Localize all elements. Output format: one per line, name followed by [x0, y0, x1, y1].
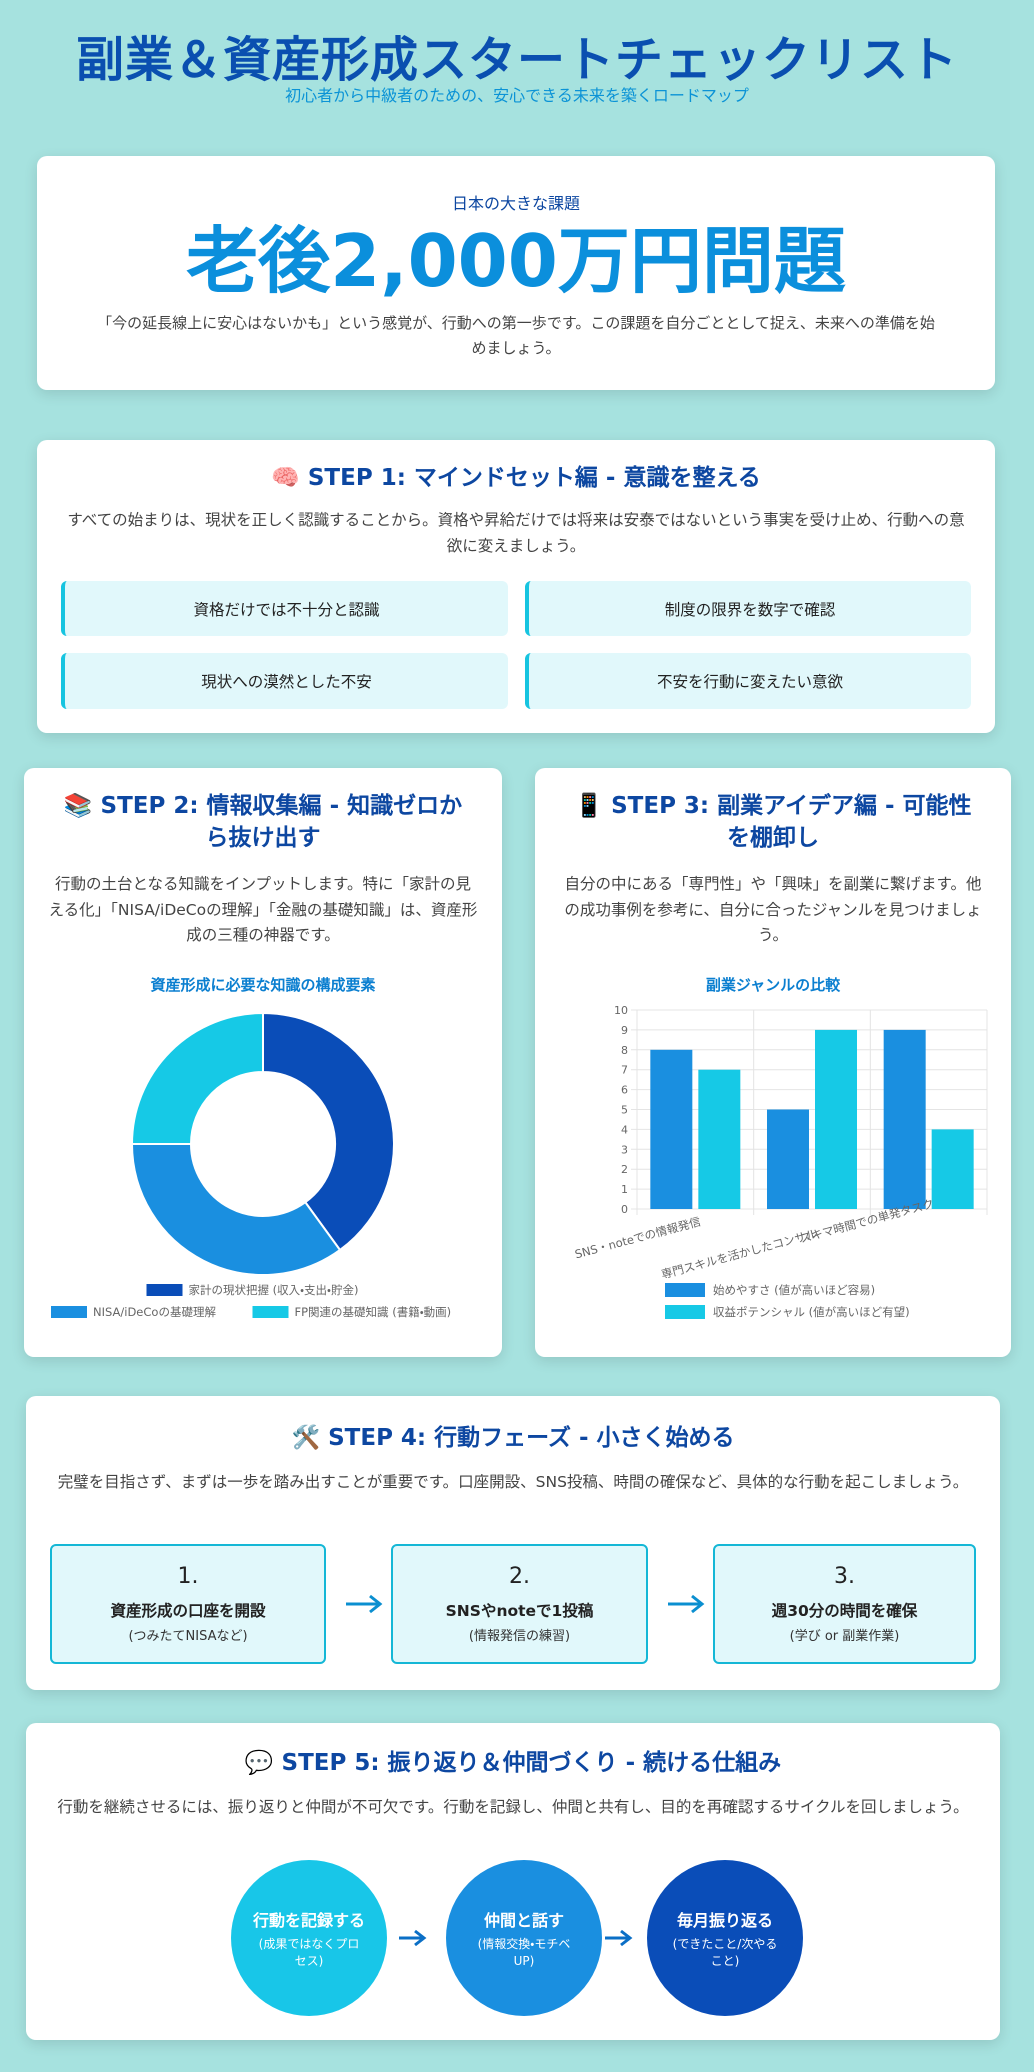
legend-label: FP関連の基礎知識 (書籍・動画) [295, 1305, 452, 1319]
legend-label: 始めやすさ (値が高いほど容易) [713, 1283, 875, 1297]
chart-title: 資産形成に必要な知識の構成要素 [150, 976, 375, 994]
doughnut-chart: 資産形成に必要な知識の構成要素 家計の現状把握 (収入・支出・貯金) NISA/i… [51, 976, 452, 1319]
step4-card: 🛠️ STEP 4: 行動フェーズ - 小さく始める 完璧を目指さず、まずは一歩… [26, 1396, 1000, 1690]
action-number: 1. [177, 1564, 199, 1589]
bar-chart: 副業ジャンルの比較 0 1 2 3 4 5 6 7 8 9 10 SNS・noteでの情報発信専門スキ… [573, 976, 988, 1319]
hero-kicker: 日本の大きな課題 [451, 194, 580, 213]
y-tick-label: 9 [621, 1024, 628, 1037]
step1-text: すべての始まりは、現状を正しく認識することから。資格や昇給だけでは将来は安泰では… [67, 511, 965, 555]
cycle-note: (情報交換・モチベUP) [477, 1937, 571, 1968]
legend-swatch [51, 1306, 87, 1318]
cycle-step: 仲間と話す (情報交換・モチベUP) [446, 1860, 602, 2016]
arrow [668, 1594, 705, 1614]
page-title: 副業＆資産形成スタートチェックリスト [75, 32, 958, 88]
x-tick-label: SNS・noteでの情報発信 [573, 1214, 702, 1261]
y-tick-label: 6 [621, 1084, 628, 1097]
y-tick-label: 4 [621, 1123, 628, 1136]
hero-headline: 老後2,000万円問題 [186, 219, 846, 303]
y-tick-label: 2 [621, 1163, 628, 1176]
step4-text: 完璧を目指さず、まずは一歩を踏み出すことが重要です。口座開設、SNS投稿、時間の… [57, 1473, 969, 1491]
cycle-title: 仲間と話す [483, 1911, 564, 1931]
chart-title: 副業ジャンルの比較 [706, 976, 841, 994]
y-tick-label: 8 [621, 1044, 628, 1057]
mindset-item: 現状への漠然とした不安 [61, 653, 508, 709]
cycle-step: 行動を記録する (成果ではなくプロセス) [231, 1860, 387, 2016]
step4-title: 🛠️ STEP 4: 行動フェーズ - 小さく始める [291, 1425, 735, 1451]
cycle-step: 毎月振り返る (できたこと/次やること) [647, 1860, 803, 2016]
step5-card: 💬 STEP 5: 振り返り＆仲間づくり - 続ける仕組み 行動を継続させるには… [26, 1723, 1000, 2040]
step2-card: 📚 STEP 2: 情報収集編 - 知識ゼロから抜け出す 行動の土台となる知識を… [24, 768, 502, 1357]
action-box: 1. 資産形成の口座を開設 (つみたてNISAなど) [50, 1544, 326, 1664]
legend-swatch [665, 1283, 705, 1297]
action-note: (学び or 副業作業) [789, 1629, 900, 1644]
step3-title: 📱 STEP 3: 副業アイデア編 - 可能性を棚卸し [574, 793, 972, 852]
mindset-item: 不安を行動に変えたい意欲 [525, 653, 971, 709]
y-tick-label: 10 [614, 1004, 628, 1017]
action-number: 3. [834, 1564, 855, 1589]
y-tick-label: 3 [621, 1143, 628, 1156]
action-box: 2. SNSやnoteで1投稿 (情報発信の練習) [391, 1544, 648, 1664]
arrow [605, 1929, 633, 1947]
action-title: 資産形成の口座を開設 [110, 1602, 266, 1620]
action-title: SNSやnoteで1投稿 [445, 1602, 594, 1620]
step1-title: 🧠 STEP 1: マインドセット編 - 意識を整える [271, 465, 761, 491]
legend-swatch [146, 1284, 183, 1296]
action-box: 3. 週30分の時間を確保 (学び or 副業作業) [713, 1544, 976, 1664]
y-tick-label: 5 [621, 1104, 628, 1117]
cycle-title: 行動を記録する [252, 1911, 365, 1931]
page-subtitle: 初心者から中級者のための、安心できる未来を築くロードマップ [285, 86, 749, 105]
cycle-title: 毎月振り返る [676, 1911, 773, 1931]
hero-text: 「今の延長線上に安心はないかも」という感覚が、行動への第一歩です。この課題を自分… [97, 314, 935, 357]
bar [815, 1029, 857, 1209]
legend-swatch [252, 1306, 289, 1318]
step5-text: 行動を継続させるには、振り返りと仲間が不可欠です。行動を記録し、仲間と共有し、目… [57, 1798, 969, 1816]
y-tick-label: 1 [621, 1183, 628, 1196]
doughnut-segment [130, 1011, 264, 1145]
action-note: (情報発信の練習) [468, 1629, 571, 1644]
bar [650, 1049, 693, 1209]
action-title: 週30分の時間を確保 [771, 1602, 918, 1620]
step3-card: 📱 STEP 3: 副業アイデア編 - 可能性を棚卸し 自分の中にある「専門性」… [535, 768, 1011, 1357]
step2-text: 行動の土台となる知識をインプットします。特に「家計の見える化」「NISA/iDe… [48, 875, 478, 945]
legend-label: 家計の現状把握 (収入・支出・貯金) [189, 1283, 359, 1297]
legend-label: 収益ポテンシャル (値が高いほど有望) [713, 1305, 910, 1319]
action-number: 2. [509, 1564, 530, 1589]
step2-title: 📚 STEP 2: 情報収集編 - 知識ゼロから抜け出す [63, 793, 463, 852]
bar [931, 1129, 974, 1209]
cycle-note: (できたこと/次やること) [672, 1937, 778, 1968]
mindset-item: 資格だけでは不十分と認識 [61, 581, 508, 636]
x-tick-label: 専門スキルを活かしたコンサル [660, 1226, 819, 1281]
arrow [399, 1929, 427, 1947]
arrow [346, 1594, 383, 1614]
bar [883, 1029, 926, 1209]
doughnut-segment [130, 1143, 342, 1276]
legend-swatch [665, 1305, 705, 1319]
bar [698, 1069, 741, 1209]
cycle-note: (成果ではなくプロセス) [258, 1937, 360, 1968]
action-note: (つみたてNISAなど) [128, 1629, 248, 1644]
step3-text: 自分の中にある「専門性」や「興味」を副業に繋げます。他の成功事例を参考に、自分に… [564, 875, 982, 945]
y-tick-label: 7 [621, 1064, 628, 1077]
hero-card: 日本の大きな課題 老後2,000万円問題 「今の延長線上に安心はないかも」という… [37, 156, 995, 390]
mindset-item: 制度の限界を数字で確認 [525, 581, 971, 636]
step1-card: 🧠 STEP 1: マインドセット編 - 意識を整える すべての始まりは、現状を… [37, 440, 995, 733]
legend-label: NISA/iDeCoの基礎理解 [93, 1305, 216, 1319]
bar [767, 1109, 809, 1209]
doughnut-segment [262, 1011, 395, 1252]
y-tick-label: 0 [621, 1203, 628, 1216]
step5-title: 💬 STEP 5: 振り返り＆仲間づくり - 続ける仕組み [244, 1750, 782, 1776]
